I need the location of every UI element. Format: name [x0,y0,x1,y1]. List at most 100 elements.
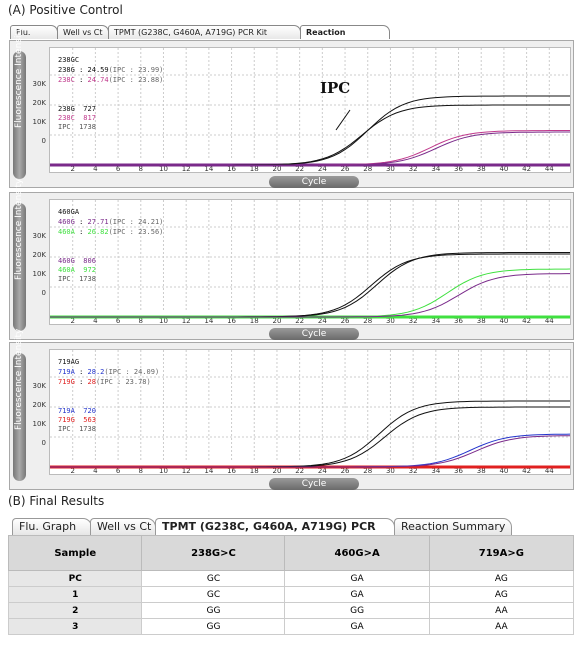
result-tab-well-vs-ct[interactable]: Well vs Ct [90,518,156,535]
x-tick-label: 38 [477,317,486,325]
legend-threshold: 719A 720 [58,407,96,415]
x-tick-label: 10 [159,317,168,325]
section-b-title: (B) Final Results [8,494,105,508]
genotype-cell: GG [141,602,286,619]
x-tick-label: 28 [363,467,372,475]
x-tick-label: 6 [116,317,121,325]
x-tick-label: 26 [341,165,350,173]
x-tick-label: 10 [159,165,168,173]
y-tick-label: 20K [32,99,47,107]
amplification-curve [50,131,570,166]
x-tick-label: 12 [182,467,191,475]
legend-entry: 719A : 28.2(IPC : 24.09) [58,368,160,376]
x-axis-label: Cycle [269,478,359,490]
x-tick-label: 36 [454,317,463,325]
x-tick-label: 34 [431,165,440,173]
x-tick-label: 6 [116,165,121,173]
result-tab-pcr-kit[interactable]: TPMT (G238C, G460A, A719G) PCR Kit [155,518,395,549]
genotype-cell: AA [428,602,575,619]
chart-title: 460GA [58,208,80,216]
genotype-cell: AA [428,618,575,635]
amplification-curve [50,400,570,468]
y-tick-label: 10K [32,420,47,428]
chart-plot-area: 2 4 6 8 10 12 14 16 18 20 22 24 26 28 30 32 34 36 38 40 42 44 [49,199,571,325]
y-tick-label: 0 [41,439,46,447]
x-tick-label: 32 [409,317,418,325]
amplification-curve [50,253,570,318]
x-tick-label: 42 [522,317,531,325]
x-tick-label: 36 [454,165,463,173]
x-tick-label: 12 [182,165,191,173]
chart-title: 719AG [58,358,80,366]
x-tick-label: 24 [318,165,327,173]
y-tick-label: 0 [41,137,46,145]
genotype-cell: AG [428,586,575,603]
x-tick-label: 22 [295,165,304,173]
x-tick-label: 28 [363,165,372,173]
genotype-cell: GG [141,618,286,635]
y-axis-label: Fluorescence Intensity [10,27,28,187]
x-tick-label: 14 [204,317,213,325]
y-tick-label: 0 [41,289,46,297]
x-tick-label: 30 [386,317,395,325]
col-header-238: 238G>C [141,535,286,571]
genotype-cell: GC [141,570,286,587]
x-tick-label: 12 [182,317,191,325]
legend-bottom: 460G 806 460A 972 IPC 1738 [58,257,96,284]
y-tick-label: 20K [32,251,47,259]
x-axis-label: Cycle [269,176,359,188]
legend-threshold: 238G 727 [58,105,96,113]
amplification-curve [50,268,570,318]
x-tick-label: 32 [409,467,418,475]
x-tick-label: 44 [545,317,554,325]
x-tick-label: 40 [499,165,508,173]
y-tick-label: 30K [32,80,47,88]
section-a-title: (A) Positive Control [8,3,123,17]
x-tick-label: 26 [341,467,350,475]
y-tick-label: 30K [32,382,47,390]
genotype-cell: GC [141,586,286,603]
x-tick-label: 44 [545,165,554,173]
x-tick-label: 14 [204,165,213,173]
legend-threshold: 238C 817 [58,114,96,122]
result-tab-flu-graph[interactable]: Flu. Graph [12,518,92,535]
legend-top: 719AG 719A : 28.2(IPC : 24.09) 719G : 28(I… [58,357,159,387]
x-tick-label: 40 [499,467,508,475]
sample-cell: PC [7,570,143,587]
genotype-cell: GA [284,586,430,603]
chart-title: 238GC [58,56,80,64]
x-tick-label: 2 [70,165,74,173]
legend-threshold: 460A 972 [58,266,96,274]
legend-bottom: 238G 727 238C 817 IPC 1738 [58,105,96,132]
x-tick-label: 8 [139,467,143,475]
table-row: PC GC GA AG [7,570,575,587]
y-tick-label: 20K [32,401,47,409]
tab-pcr-kit[interactable]: TPMT (G238C, G460A, A719G) PCR Kit [108,25,301,39]
results-table: Sample 238G>C 460G>A 719A>G PC GC GA AG 1 GC… [7,535,575,635]
legend-entry: 238G : 24.59(IPC : 23.99) [58,66,164,74]
x-tick-label: 40 [499,317,508,325]
amplification-curve [50,433,570,468]
x-tick-label: 32 [409,165,418,173]
amplification-curve [50,435,570,468]
tab-reaction-summary[interactable]: Reaction Summary [300,25,390,50]
legend-entry: 460A : 26.82(IPC : 23.56) [58,228,164,236]
tab-well-vs-ct[interactable]: Well vs Ct [57,25,109,39]
sample-cell: 2 [7,602,143,619]
x-tick-label: 34 [431,317,440,325]
x-tick-label: 42 [522,467,531,475]
x-tick-label: 8 [139,317,143,325]
result-tab-reaction-summary[interactable]: Reaction Summary [394,518,512,535]
genotype-cell: AG [428,570,575,587]
x-tick-label: 14 [204,467,213,475]
x-tick-label: 22 [295,317,304,325]
x-tick-label: 42 [522,165,531,173]
x-tick-label: 38 [477,467,486,475]
x-tick-label: 20 [272,467,281,475]
genotype-cell: GA [284,618,430,635]
x-tick-label: 44 [545,467,554,475]
y-tick-label: 10K [32,270,47,278]
chart-panel-460GA: Fluorescence IntensityCycle30K20K10K0246… [9,179,574,340]
x-tick-label: 18 [250,317,259,325]
sample-cell: 3 [7,618,143,635]
